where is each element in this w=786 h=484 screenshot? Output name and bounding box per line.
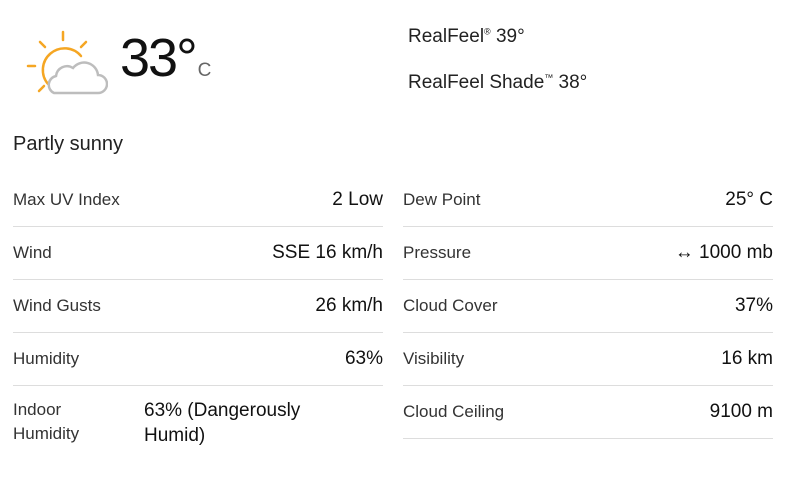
detail-row-wind: Wind SSE 16 km/h: [13, 227, 383, 280]
detail-row-cloud-ceiling: Cloud Ceiling 9100 m: [403, 386, 773, 439]
detail-label: Visibility: [403, 349, 465, 368]
realfeel-value: 39°: [495, 26, 525, 47]
detail-label: Max UV Index: [13, 190, 120, 209]
detail-label: Indoor Humidity: [13, 400, 80, 443]
weather-phrase: Partly sunny: [13, 133, 124, 155]
current-temperature: 33°: [120, 28, 198, 88]
detail-row-visibility: Visibility 16 km: [403, 333, 773, 386]
detail-value: 63%: [344, 348, 383, 369]
realfeel: RealFeel® 39°: [408, 26, 525, 48]
detail-label: Wind: [13, 243, 52, 262]
detail-value: SSE 16 km/h: [272, 242, 383, 263]
detail-value: 63% (Dangerously Humid): [144, 400, 301, 446]
detail-row-max-uv-index: Max UV Index 2 Low: [13, 174, 383, 227]
detail-label: Wind Gusts: [13, 296, 101, 315]
realfeel-shade-label: RealFeel Shade: [408, 72, 545, 93]
detail-label: Cloud Ceiling: [403, 402, 505, 421]
partly-sunny-icon: [26, 30, 108, 95]
detail-value: 37%: [734, 295, 773, 316]
detail-label: Dew Point: [403, 190, 481, 209]
realfeel-shade-mark: ™: [544, 72, 554, 83]
detail-value: 26 km/h: [315, 295, 383, 316]
detail-value: 9100 m: [709, 401, 773, 422]
detail-row-pressure: Pressure ↔ 1000 mb: [403, 227, 773, 280]
detail-value: 16 km: [721, 348, 773, 369]
detail-row-humidity: Humidity 63%: [13, 333, 383, 386]
current-temperature-group: 33° C: [120, 28, 211, 88]
realfeel-shade: RealFeel Shade™ 38°: [408, 72, 587, 94]
detail-row-cloud-cover: Cloud Cover 37%: [403, 280, 773, 333]
detail-value: 25° C: [725, 189, 773, 210]
details-right: Dew Point 25° C Pressure ↔ 1000 mb Cloud C…: [403, 174, 773, 439]
detail-label: Cloud Cover: [403, 296, 498, 315]
realfeel-shade-value: 38°: [558, 72, 588, 93]
detail-row-dew-point: Dew Point 25° C: [403, 174, 773, 227]
detail-label: Pressure: [403, 243, 472, 262]
detail-value: 2 Low: [332, 189, 383, 210]
detail-row-indoor-humidity: Indoor Humidity 63% (Dangerously Humid): [13, 386, 383, 448]
detail-label: Humidity: [13, 349, 80, 368]
details-left: Max UV Index 2 Low Wind SSE 16 km/h Wind G…: [13, 174, 383, 448]
realfeel-mark: ®: [484, 26, 491, 37]
detail-row-wind-gusts: Wind Gusts 26 km/h: [13, 280, 383, 333]
realfeel-label: RealFeel: [408, 26, 485, 47]
temperature-unit: C: [197, 60, 212, 81]
detail-value: ↔ 1000 mb: [674, 242, 773, 263]
